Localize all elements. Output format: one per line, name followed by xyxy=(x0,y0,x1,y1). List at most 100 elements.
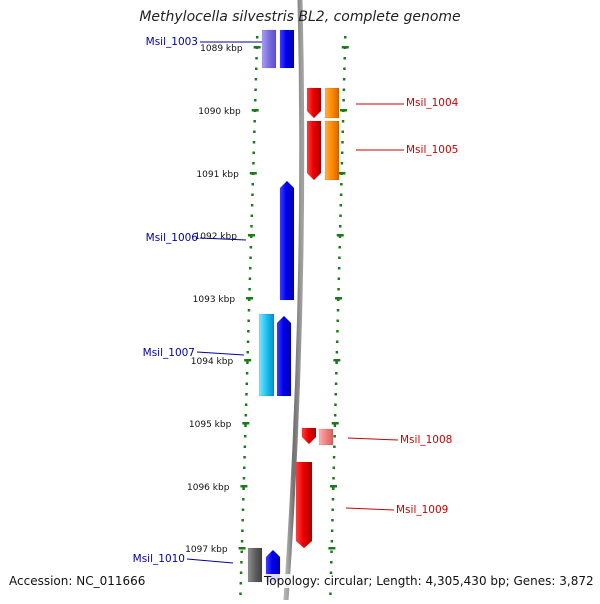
track-dot xyxy=(337,298,340,301)
gene-msil-1003-homolog xyxy=(261,29,277,69)
track-dot xyxy=(241,519,244,522)
track-dot xyxy=(247,319,250,322)
track-dot xyxy=(252,151,255,154)
track-dot xyxy=(245,372,249,375)
gene-msil-1004 xyxy=(306,87,322,119)
track-dot xyxy=(330,561,333,564)
track-dot xyxy=(249,235,253,238)
track-dot xyxy=(338,256,341,259)
major-tick xyxy=(253,46,261,49)
track-dot xyxy=(254,88,257,91)
track-dot xyxy=(336,319,339,322)
track-dot xyxy=(344,36,347,39)
gene-label-leader xyxy=(186,558,234,564)
track-dot xyxy=(252,162,255,165)
gene-msil-1010-homolog xyxy=(247,547,263,583)
track-dot xyxy=(241,508,245,511)
gene-label-leader xyxy=(196,351,245,356)
major-tick xyxy=(330,485,338,488)
track-dot xyxy=(242,477,246,480)
track-dot xyxy=(341,120,345,123)
track-dot xyxy=(338,246,341,249)
track-dot xyxy=(254,99,257,102)
scale-label: 1092 kbp xyxy=(195,232,238,242)
gene-msil-1005 xyxy=(306,120,322,181)
track-dot xyxy=(243,466,246,469)
track-dot xyxy=(335,340,339,343)
track-dot xyxy=(333,414,337,417)
track-dot xyxy=(244,424,247,427)
scale-label: 1090 kbp xyxy=(198,107,241,117)
track-dot xyxy=(342,99,345,102)
gene-msil-1006 xyxy=(279,180,295,301)
scale-label: 1091 kbp xyxy=(196,170,239,180)
major-tick xyxy=(240,485,248,488)
track-dot xyxy=(253,130,256,133)
track-dot xyxy=(246,351,249,354)
track-dot xyxy=(332,466,336,469)
scale-label: 1094 kbp xyxy=(191,357,234,367)
gene-label-leader xyxy=(345,507,395,511)
track-dot xyxy=(242,487,245,490)
track-dot xyxy=(339,214,342,217)
track-dot xyxy=(334,382,338,385)
track-dot xyxy=(329,592,332,595)
major-tick xyxy=(251,109,259,112)
genome-title: Methylocella silvestris BL2, complete ge… xyxy=(139,9,461,25)
major-tick xyxy=(335,297,343,300)
track-dot xyxy=(343,57,346,60)
gene-msil-1005-homolog xyxy=(324,120,340,181)
track-dot xyxy=(240,550,243,553)
track-dot xyxy=(245,382,249,385)
track-dot xyxy=(250,204,254,207)
track-dot xyxy=(342,88,346,91)
gene-label: Msil_1007 xyxy=(143,347,195,359)
scale-label: 1097 kbp xyxy=(185,545,228,555)
track-dot xyxy=(331,498,335,501)
gene-msil-1007 xyxy=(276,315,292,397)
gene-label: Msil_1010 xyxy=(133,553,185,565)
track-dot xyxy=(330,550,333,553)
track-dot xyxy=(332,487,335,490)
gene-msil-1004-homolog xyxy=(324,87,340,119)
major-tick xyxy=(238,547,246,550)
track-dot xyxy=(337,277,341,280)
track-dot xyxy=(330,540,334,543)
track-dot xyxy=(247,309,251,312)
major-tick xyxy=(249,172,257,175)
track-dot xyxy=(251,193,254,196)
track-dot xyxy=(246,361,249,364)
track-dot xyxy=(244,403,248,406)
gene-label-leader xyxy=(199,237,247,241)
track-dot xyxy=(341,141,344,144)
track-dot xyxy=(337,288,340,291)
track-dot xyxy=(243,435,247,438)
track-dot xyxy=(340,151,344,154)
track-dot xyxy=(248,288,251,291)
track-dot xyxy=(242,498,245,501)
track-dot xyxy=(340,183,343,186)
major-tick xyxy=(341,46,349,49)
track-dot xyxy=(339,193,343,196)
major-tick xyxy=(246,297,254,300)
track-dot xyxy=(250,214,254,217)
major-tick xyxy=(247,234,255,237)
track-dot xyxy=(246,340,250,343)
topology-text: Topology: circular; Length: 4,305,430 bp… xyxy=(262,574,594,588)
track-dot xyxy=(342,78,346,81)
major-tick xyxy=(331,422,339,425)
track-dot xyxy=(339,225,342,228)
track-dot xyxy=(338,235,342,238)
track-dot xyxy=(243,445,247,448)
track-dot xyxy=(343,67,346,70)
track-dot xyxy=(333,445,336,448)
track-dot xyxy=(339,204,343,207)
track-dot xyxy=(253,120,256,123)
track-dot xyxy=(249,256,252,259)
gene-msil-1008-homolog xyxy=(318,428,334,446)
track-dot xyxy=(329,571,333,574)
track-dot xyxy=(255,57,258,60)
track-dot xyxy=(335,361,338,364)
major-tick xyxy=(338,172,346,175)
